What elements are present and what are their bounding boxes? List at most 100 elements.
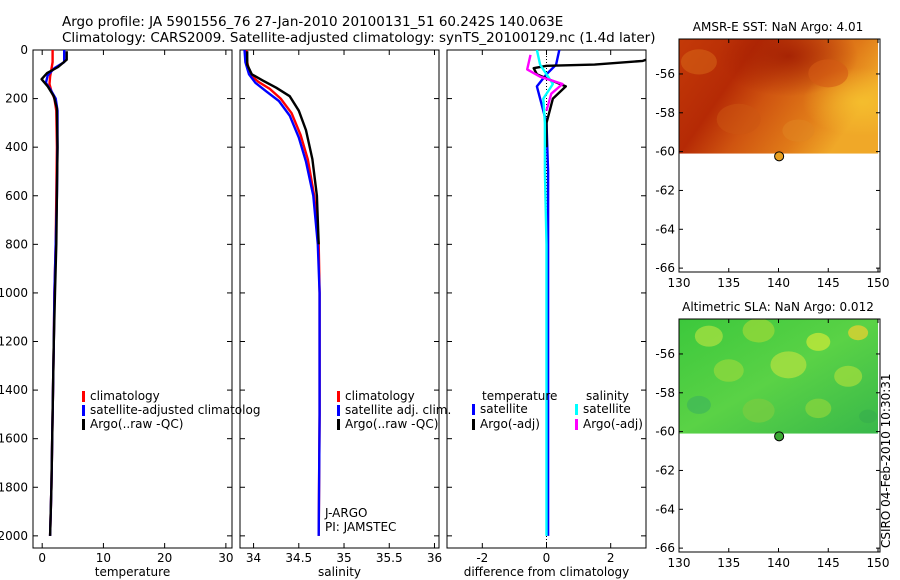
- sst-texture: [716, 103, 761, 135]
- temperature-ytick-label: 0: [20, 43, 28, 57]
- temperature-ytick-label: 400: [5, 140, 28, 154]
- difference-series-temperature-satellite: [535, 50, 561, 536]
- temperature-legend-swatch: [82, 405, 85, 416]
- altimetric-sla-axes-frame: [678, 318, 881, 553]
- difference-legend-swatch: [575, 404, 578, 415]
- sla-texture: [834, 365, 863, 387]
- salinity-legend-label: climatology: [345, 389, 415, 403]
- temperature-xtick-label: 10: [96, 551, 111, 565]
- temperature-panel: 0 10 20 30 temperature 0 200 400 600 800 1000 1200 1…: [0, 43, 260, 579]
- amsre-sst-ytick-label: -60: [655, 145, 675, 159]
- temperature-legend-label: Argo(..raw -QC): [90, 417, 183, 431]
- temperature-series-argo: [40, 51, 68, 536]
- salinity-series-satellite: [243, 50, 321, 536]
- difference-legend-swatch: [472, 404, 475, 415]
- amsre-sst-ytick-label: -66: [655, 261, 675, 275]
- temperature-legend-label: climatology: [90, 389, 160, 403]
- sst-texture: [782, 119, 815, 142]
- temperature-xlabel: temperature: [95, 565, 170, 579]
- temperature-ytick-label: 2000: [0, 529, 28, 543]
- difference-legend-header-temperature: temperature: [482, 389, 557, 403]
- difference-series-temperature-argo: [532, 58, 646, 148]
- altimetric-sla-ytick-label: -58: [655, 386, 675, 400]
- salinity-xtick-label: 35: [336, 551, 351, 565]
- difference-series-salinity-satellite: [535, 50, 555, 536]
- amsre-sst-xtick-label: 140: [767, 276, 790, 290]
- temperature-xtick-label: 0: [38, 551, 46, 565]
- amsre-sst-ytick-label: -62: [655, 183, 675, 197]
- sla-texture: [848, 325, 869, 341]
- sla-texture: [686, 395, 711, 414]
- temperature-ytick-label: 1800: [0, 480, 28, 494]
- temperature-legend-swatch: [82, 391, 85, 402]
- temperature-xtick-label: 20: [157, 551, 172, 565]
- altimetric-sla-xtick-label: 130: [668, 556, 691, 570]
- altimetric-sla-xtick-label: 150: [867, 556, 890, 570]
- salinity-legend-swatch: [337, 419, 340, 430]
- difference-legend-header-salinity: salinity: [586, 389, 629, 403]
- altimetric-sla-ytick-label: -64: [655, 502, 675, 516]
- difference-legend-label: Argo(-adj): [480, 417, 540, 431]
- temperature-ytick-label: 600: [5, 189, 28, 203]
- salinity-xtick-label: 36: [427, 551, 442, 565]
- temperature-xtick-label: 30: [218, 551, 233, 565]
- salinity-annotation: J-ARGO: [324, 506, 367, 520]
- amsre-sst-ytick-label: -56: [655, 67, 675, 81]
- altimetric-sla-xtick-label: 135: [717, 556, 740, 570]
- amsre-sst-title: AMSR-E SST: NaN Argo: 4.01: [693, 20, 863, 34]
- amsre-sst-xtick-label: 150: [867, 276, 890, 290]
- salinity-xlabel: salinity: [318, 565, 361, 579]
- amsre-sst-xtick-label: 130: [668, 276, 691, 290]
- salinity-legend-label: Argo(..raw -QC): [345, 417, 438, 431]
- temperature-ytick-label: 1200: [0, 335, 28, 349]
- temperature-ytick-label: 1000: [0, 286, 28, 300]
- amsre-sst-axes-frame: [678, 38, 881, 273]
- salinity-legend-swatch: [337, 405, 340, 416]
- sla-texture: [742, 398, 775, 423]
- difference-xlabel: difference from climatology: [464, 565, 630, 579]
- difference-xtick-label: 2: [607, 551, 615, 565]
- altimetric-sla-ytick-label: -60: [655, 425, 675, 439]
- altimetric-sla-ytick-label: -66: [655, 541, 675, 555]
- salinity-legend-swatch: [337, 391, 340, 402]
- altimetric-sla-xtick-label: 140: [767, 556, 790, 570]
- temperature-ytick-label: 1400: [0, 383, 28, 397]
- figure-title-line2: Climatology: CARS2009. Satellite-adjuste…: [62, 30, 655, 46]
- difference-legend-label: satellite: [583, 402, 631, 416]
- sla-texture: [806, 332, 831, 351]
- difference-xtick-label: -2: [476, 551, 488, 565]
- figure-title-line1: Argo profile: JA 5901556_76 27-Jan-2010 …: [62, 14, 563, 30]
- sla-texture: [713, 359, 744, 382]
- altimetric-sla-title: Altimetric SLA: NaN Argo: 0.012: [682, 300, 874, 314]
- sla-texture: [770, 351, 807, 379]
- salinity-legend-label: satellite adj. clim.: [345, 403, 451, 417]
- salinity-series-argo: [245, 51, 320, 245]
- sla-map-panel: Altimetric SLA: NaN Argo: 0.012 130 135 140…: [655, 300, 889, 570]
- difference-series-salinity-argo: [526, 54, 564, 112]
- sst-texture: [680, 49, 717, 75]
- temperature-ytick-label: 800: [5, 237, 28, 251]
- difference-legend-label: satellite: [480, 402, 528, 416]
- difference-legend-swatch: [472, 419, 475, 430]
- altimetric-sla-xtick-label: 145: [817, 556, 840, 570]
- salinity-xtick-label: 34: [246, 551, 261, 565]
- altimetric-sla-ytick-label: -62: [655, 463, 675, 477]
- difference-legend-swatch: [575, 419, 578, 430]
- temperature-ytick-label: 200: [5, 92, 28, 106]
- salinity-xtick-label: 34.5: [285, 551, 312, 565]
- temperature-legend-label: satellite-adjusted climatolog: [90, 403, 260, 417]
- amsre-sst-xtick-label: 145: [817, 276, 840, 290]
- temperature-axes-frame: [32, 49, 233, 549]
- temperature-legend-swatch: [82, 419, 85, 430]
- amsre-sst-xtick-label: 135: [717, 276, 740, 290]
- salinity-annotation: PI: JAMSTEC: [325, 520, 396, 534]
- sla-texture: [742, 318, 775, 343]
- sst-texture: [808, 59, 849, 88]
- temperature-ytick-label: 1600: [0, 432, 28, 446]
- salinity-series-climatology: [245, 50, 321, 536]
- sst-map-panel: AMSR-E SST: NaN Argo: 4.01 130 135 140 145 15…: [655, 20, 889, 290]
- altimetric-sla-ytick-label: -56: [655, 347, 675, 361]
- amsre-sst-float-marker: [774, 151, 785, 162]
